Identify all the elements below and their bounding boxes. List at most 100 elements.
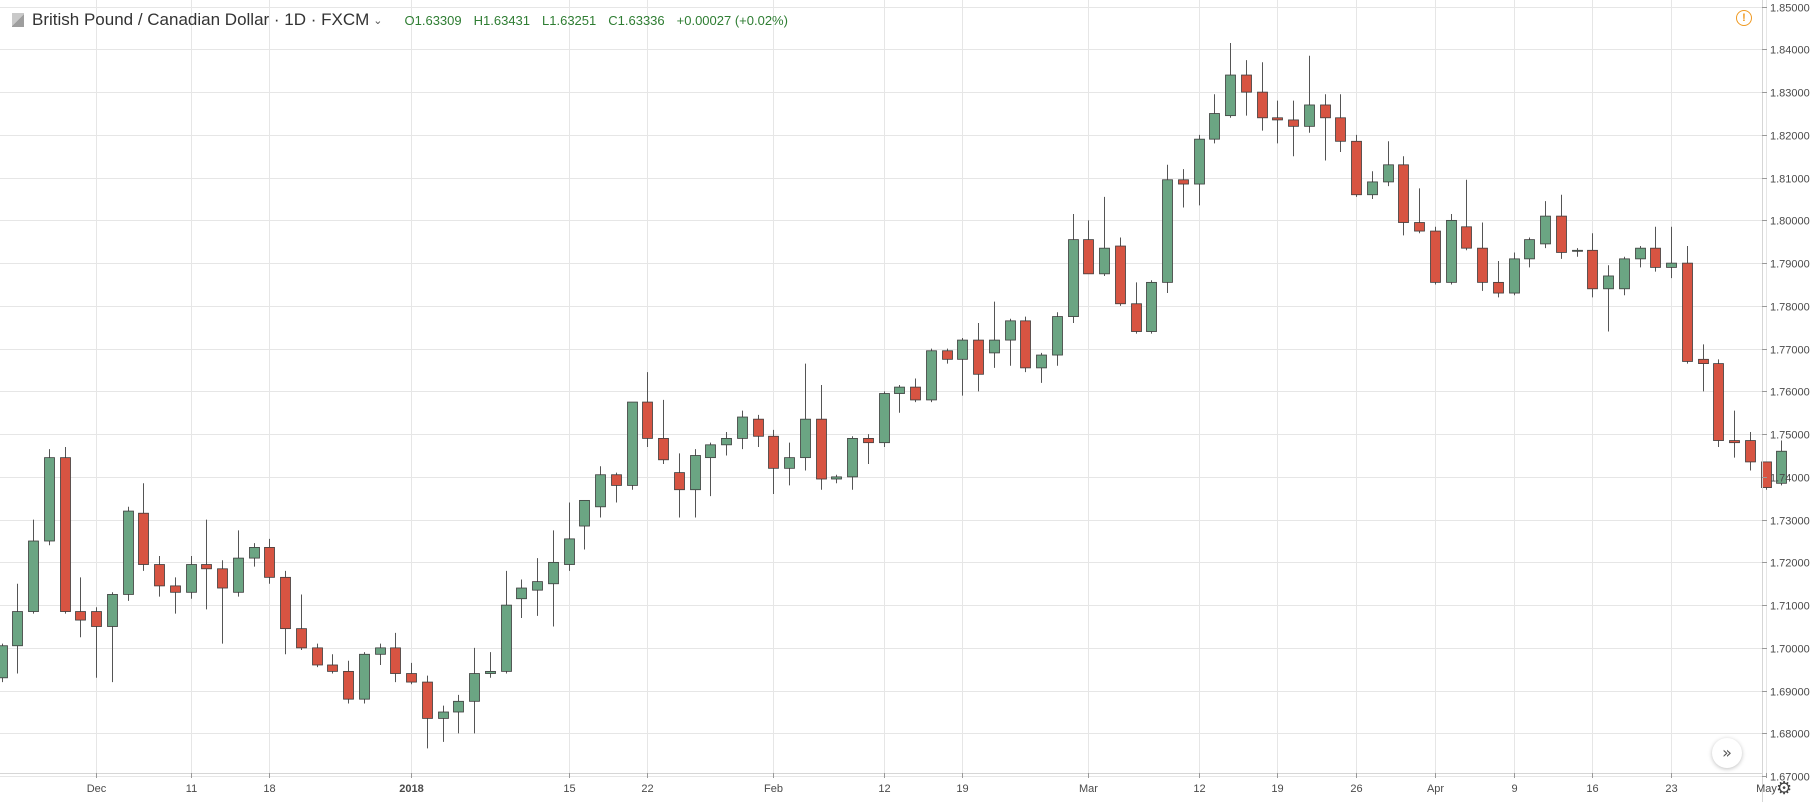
- candle-down: [1414, 222, 1425, 232]
- y-tick-label: 1.81000: [1770, 174, 1810, 186]
- x-tick-label: 19: [1271, 783, 1283, 795]
- candle-up: [831, 476, 842, 480]
- y-tick-label: 1.75000: [1770, 430, 1810, 442]
- candle-up: [1068, 239, 1079, 317]
- y-tick-label: 1.78000: [1770, 302, 1810, 314]
- double-chevron-right-icon[interactable]: »: [1712, 738, 1742, 768]
- candle-up: [532, 581, 543, 591]
- candle-down: [1493, 281, 1504, 294]
- x-tick-label: 19: [956, 783, 968, 795]
- candle-down: [1430, 230, 1441, 283]
- candle-up: [737, 416, 748, 439]
- candle-up: [1540, 215, 1551, 245]
- candle-down: [1131, 303, 1142, 332]
- x-tick-label: 18: [263, 783, 275, 795]
- candle-up: [548, 561, 559, 585]
- candle-down: [1178, 179, 1189, 185]
- candle-down: [138, 512, 149, 565]
- candle-down: [1698, 358, 1709, 364]
- candle-up: [453, 700, 464, 713]
- y-tick-label: 1.79000: [1770, 259, 1810, 271]
- candle-up: [359, 653, 370, 700]
- candle-up: [485, 670, 496, 674]
- candle-up: [1052, 316, 1063, 356]
- candle-down: [406, 673, 417, 683]
- x-tick-label: Feb: [764, 783, 783, 795]
- candle-down: [264, 547, 275, 578]
- candle-up: [186, 564, 197, 593]
- y-tick-label: 1.69000: [1770, 687, 1810, 699]
- warning-icon[interactable]: !: [1736, 10, 1752, 26]
- candle-up: [233, 557, 244, 593]
- candle-down: [327, 664, 338, 672]
- time-axis[interactable]: Dec 11 18 2018 15 22 Feb 12 19 Mar 12 19 26 Apr 9 16 23 M…: [87, 773, 1778, 795]
- candle-up: [1666, 262, 1677, 268]
- y-tick-label: 1.85000: [1770, 3, 1810, 15]
- price-axis[interactable]: 1.67000 1.68000 1.69000 1.70000 1.71000 1.720…: [1762, 3, 1810, 784]
- candle-down: [753, 418, 764, 437]
- y-tick-label: 1.73000: [1770, 516, 1810, 528]
- ohlc-change: +0.00027 (+0.02%): [676, 12, 788, 28]
- candle-down: [1461, 226, 1472, 249]
- candle-up: [1209, 113, 1220, 140]
- candle-up: [627, 401, 638, 486]
- candle-up: [926, 350, 937, 401]
- gear-icon[interactable]: ⚙: [1776, 778, 1793, 799]
- y-tick-label: 1.77000: [1770, 345, 1810, 357]
- candle-down: [1398, 164, 1409, 223]
- candle-down: [1713, 363, 1724, 441]
- candle-up: [1383, 164, 1394, 183]
- candle-down: [1272, 117, 1283, 121]
- candle-up: [957, 339, 968, 360]
- symbol-icon: [12, 13, 24, 27]
- candle-up: [879, 393, 890, 444]
- candle-up: [1524, 239, 1535, 260]
- candle-down: [768, 435, 779, 469]
- candle-up: [1194, 138, 1205, 185]
- chevron-down-icon[interactable]: ⌄: [373, 14, 383, 27]
- candle-up: [690, 455, 701, 491]
- candle-down: [1083, 239, 1094, 275]
- candle-up: [123, 510, 134, 595]
- candle-down: [170, 585, 181, 593]
- candle-up: [894, 386, 905, 394]
- candle-down: [422, 681, 433, 719]
- y-tick-label: 1.68000: [1770, 729, 1810, 741]
- candle-up: [1005, 320, 1016, 341]
- candle-up: [1509, 258, 1520, 294]
- y-tick-label: 1.71000: [1770, 601, 1810, 613]
- candle-down: [942, 350, 953, 360]
- candle-down: [1682, 262, 1693, 362]
- symbol-title[interactable]: British Pound / Canadian Dollar · 1D · F…: [32, 10, 370, 29]
- candle-down: [1745, 440, 1756, 463]
- candle-down: [816, 418, 827, 480]
- candle-up: [721, 438, 732, 446]
- candle-down: [1115, 245, 1126, 305]
- x-tick-label: Mar: [1079, 783, 1098, 795]
- candle-up: [1146, 281, 1157, 332]
- x-tick-label: 12: [878, 783, 890, 795]
- candle-up: [705, 444, 716, 459]
- candle-up: [1162, 179, 1173, 283]
- chart-grid: [0, 0, 1767, 777]
- candle-down: [75, 611, 86, 621]
- x-tick-label: 23: [1665, 783, 1677, 795]
- candle-up: [989, 339, 1000, 354]
- y-tick-label: 1.70000: [1770, 644, 1810, 656]
- candle-down: [1729, 440, 1740, 444]
- y-tick-label: 1.72000: [1770, 558, 1810, 570]
- candle-down: [658, 438, 669, 461]
- candle-down: [217, 568, 228, 589]
- y-tick-label: 1.76000: [1770, 387, 1810, 399]
- candle-up: [1304, 104, 1315, 127]
- candle-up: [44, 457, 55, 542]
- candle-down: [201, 564, 212, 570]
- candle-down: [1335, 117, 1346, 142]
- candle-up: [1446, 219, 1457, 283]
- candle-up: [1619, 258, 1630, 290]
- candle-up: [784, 457, 795, 469]
- candle-down: [642, 401, 653, 439]
- candle-up: [249, 547, 260, 559]
- y-tick-label: 1.84000: [1770, 45, 1810, 57]
